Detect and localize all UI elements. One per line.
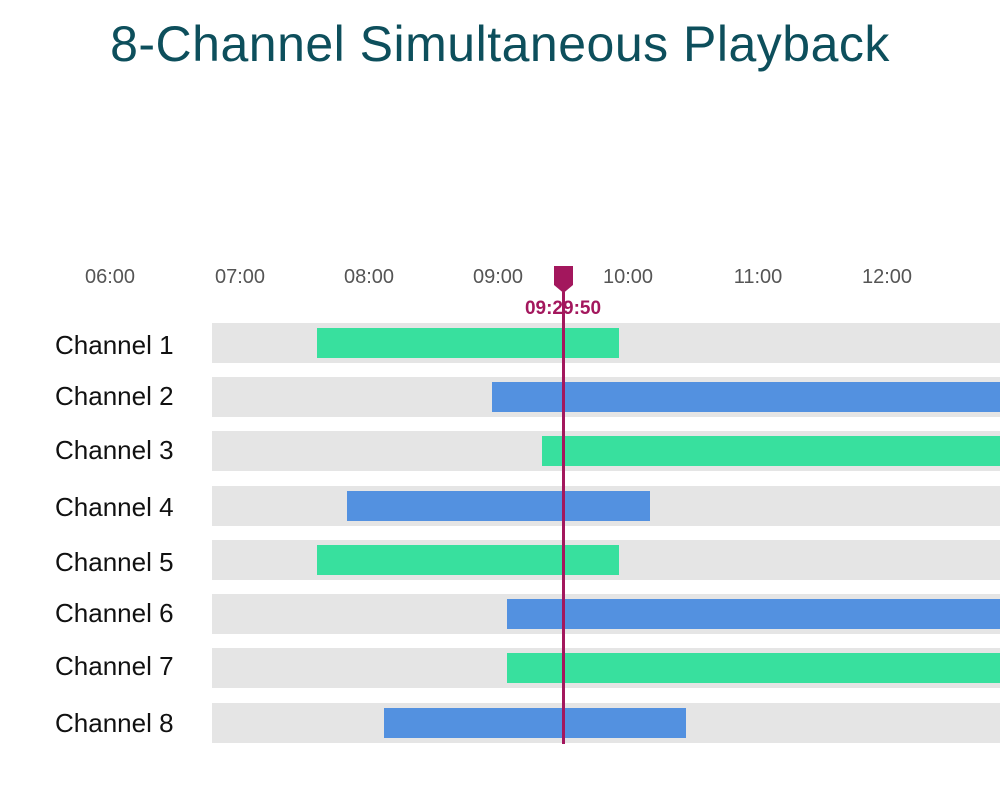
channel-track[interactable] (212, 540, 1000, 580)
channel-label: Channel 2 (55, 381, 174, 411)
recording-clip[interactable] (384, 708, 687, 738)
recording-clip[interactable] (317, 328, 620, 358)
channel-label: Channel 5 (55, 547, 174, 577)
playhead-line[interactable] (562, 292, 565, 744)
channel-label: Channel 3 (55, 435, 174, 465)
channel-track[interactable] (212, 431, 1000, 471)
channel-track[interactable] (212, 703, 1000, 743)
recording-clip[interactable] (507, 653, 1000, 683)
channel-label: Channel 4 (55, 492, 174, 522)
playhead-marker-icon[interactable] (554, 266, 573, 293)
channel-track[interactable] (212, 594, 1000, 634)
channel-track[interactable] (212, 648, 1000, 688)
channel-track[interactable] (212, 486, 1000, 526)
channel-label: Channel 6 (55, 598, 174, 628)
channel-label: Channel 1 (55, 330, 174, 360)
hour-label: 12:00 (861, 266, 913, 288)
recording-clip[interactable] (507, 599, 1000, 629)
hour-label: 08:00 (343, 266, 395, 288)
channel-label: Channel 8 (55, 708, 174, 738)
recording-clip[interactable] (317, 545, 620, 575)
hour-label: 06:00 (84, 266, 136, 288)
channel-label: Channel 7 (55, 651, 174, 681)
recording-clip[interactable] (541, 436, 1000, 466)
page-title: 8-Channel Simultaneous Playback (110, 16, 890, 72)
playhead-time: 09:29:50 (524, 298, 602, 319)
recording-clip[interactable] (347, 491, 650, 521)
hour-label: 10:00 (602, 266, 654, 288)
recording-clip[interactable] (492, 382, 1000, 412)
hour-label: 07:00 (214, 266, 266, 288)
hour-label: 09:00 (472, 266, 524, 288)
channel-track[interactable] (212, 377, 1000, 417)
channel-track[interactable] (212, 323, 1000, 363)
hour-label: 11:00 (733, 266, 783, 288)
